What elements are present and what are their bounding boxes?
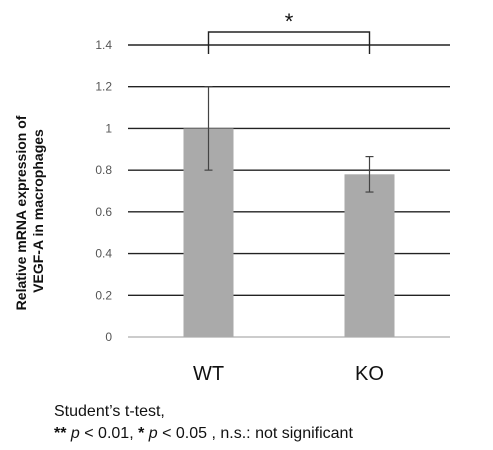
bar-ko xyxy=(344,174,395,337)
significance-star: * xyxy=(285,9,294,34)
y-axis-label-line-1: Relative mRNA expression of xyxy=(13,115,29,310)
y-tick-label: 1.4 xyxy=(95,38,112,52)
footnote-test-name: Student’s t-test, xyxy=(54,403,165,420)
error-bars xyxy=(204,86,374,193)
y-tick-label: 0.4 xyxy=(95,247,112,261)
footnote-single-star: * xyxy=(138,425,145,442)
y-tick-label: 0.8 xyxy=(95,163,112,177)
footnote-p-symbol-1: p xyxy=(70,425,80,442)
y-tick-label: 1.2 xyxy=(95,80,112,94)
x-axis-categories: WT KO xyxy=(193,363,384,385)
category-label-ko: KO xyxy=(355,363,384,385)
footnote-threshold-2: < 0.05 , n.s.: not significant xyxy=(157,425,353,442)
footnote-threshold-1: < 0.01, xyxy=(79,425,139,442)
y-tick-label: 0.2 xyxy=(95,288,112,302)
significance-bracket: * xyxy=(207,9,371,54)
category-label-wt: WT xyxy=(193,363,224,385)
y-tick-label: 0 xyxy=(105,330,112,344)
y-axis-label-line-2: VEGF-A in macrophages xyxy=(30,129,46,293)
footnote-p-symbol-2: p xyxy=(148,425,158,442)
bars xyxy=(183,128,395,337)
y-axis-label: Relative mRNA expression of VEGF-A in ma… xyxy=(13,112,46,311)
y-tick-label: 0.6 xyxy=(95,205,112,219)
bracket-line xyxy=(207,31,371,54)
y-axis-ticks: 0 0.2 0.4 0.6 0.8 1 1.2 1.4 xyxy=(95,38,112,344)
footnote: Student’s t-test, ** p < 0.01, * p < 0.0… xyxy=(54,401,353,445)
y-tick-label: 1 xyxy=(105,121,112,135)
gridlines xyxy=(128,44,450,338)
bar-chart: 0 0.2 0.4 0.6 0.8 1 1.2 1.4 WT KO * Relative mRN… xyxy=(13,9,450,385)
footnote-significance-legend: ** p < 0.01, * p < 0.05 , n.s.: not sign… xyxy=(54,423,353,445)
footnote-double-star: ** xyxy=(54,425,67,442)
